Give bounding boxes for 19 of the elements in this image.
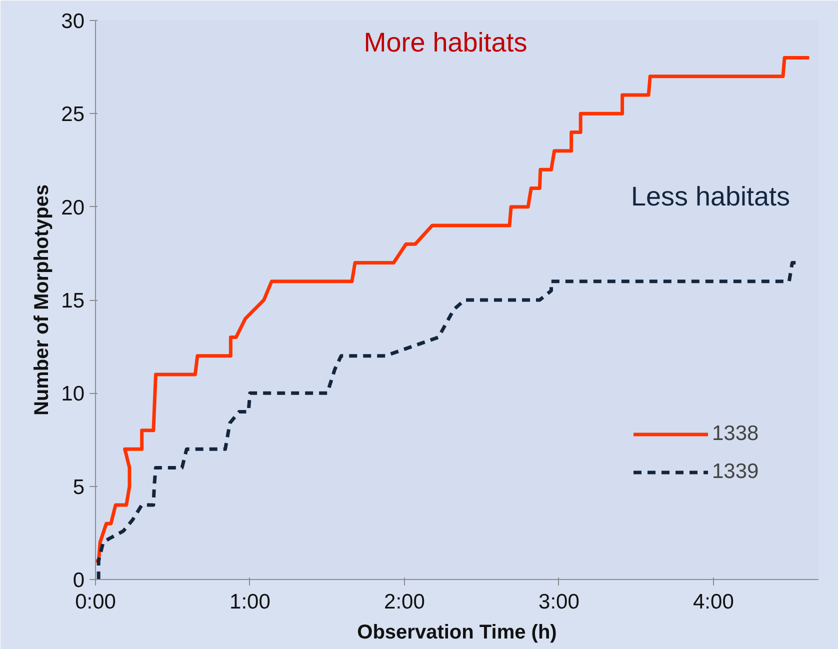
x-tick-label: 3:00 [538,590,580,614]
annotation: More habitats [364,28,528,58]
annotation: Less habitats [630,182,790,212]
x-tick-label: 0:00 [75,590,116,614]
y-tick-label: 20 [61,196,84,220]
legend-label: 1339 [712,460,759,484]
x-axis-title: Observation Time (h) [357,622,557,644]
y-tick-label: 0 [72,569,85,592]
x-tick-label: 4:00 [693,590,734,614]
legend-label: 1338 [712,422,759,446]
y-axis-title: Number of Morphotypes [31,184,54,416]
y-tick-label: 10 [61,382,84,406]
y-tick-label: 15 [61,290,84,312]
x-tick-label: 2:00 [384,590,425,614]
y-tick-label: 30 [61,10,84,33]
line-series [96,56,811,563]
y-tick-label: 5 [72,476,85,499]
y-tick-label: 25 [61,103,84,126]
x-tick-label: 1:00 [230,590,270,614]
